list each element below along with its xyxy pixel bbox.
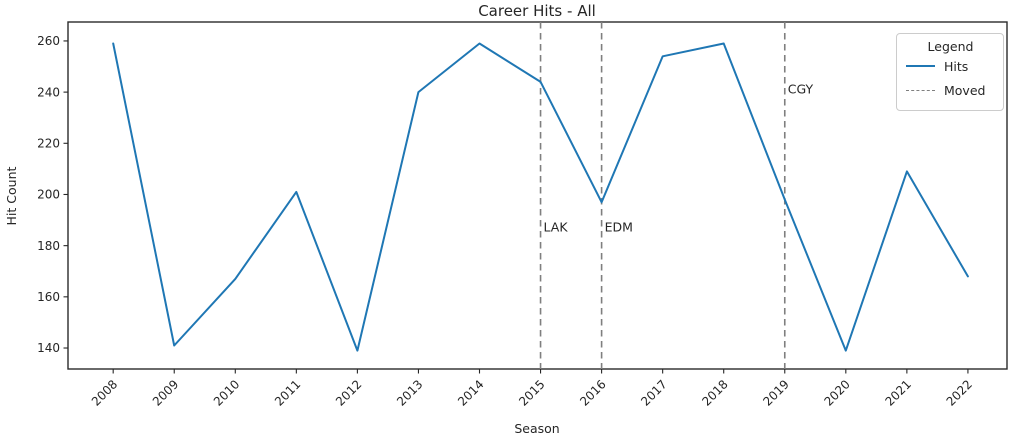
legend-entry-moved: Moved [906, 78, 995, 102]
x-tick-label-2009: 2009 [150, 377, 181, 408]
y-tick-label-260: 260 [37, 34, 60, 48]
plot-border [67, 21, 1008, 370]
x-tick-label-2015: 2015 [516, 377, 547, 408]
x-tick-label-2014: 2014 [455, 377, 486, 408]
legend-title: Legend [927, 39, 974, 54]
x-tick-label-2016: 2016 [577, 377, 608, 408]
x-tick-label-2021: 2021 [882, 377, 913, 408]
x-axis-label: Season [514, 421, 559, 436]
legend-entry-label: Hits [944, 58, 969, 74]
x-tick-label-2013: 2013 [394, 377, 425, 408]
y-tick-label-140: 140 [37, 341, 60, 355]
x-tick-label-2019: 2019 [760, 377, 791, 408]
legend-entries: Hits Moved [906, 54, 995, 102]
chart-title: Career Hits - All [478, 2, 596, 20]
x-tick-label-2012: 2012 [333, 377, 364, 408]
x-tick-label-2022: 2022 [944, 377, 975, 408]
legend: Legend Hits Moved [896, 33, 1004, 111]
x-tick-label-2010: 2010 [211, 377, 242, 408]
moved-annotation-lak: LAK [544, 220, 569, 235]
y-tick-label-220: 220 [37, 136, 60, 150]
x-tick-label-2011: 2011 [272, 377, 303, 408]
hits-line-sample-icon [906, 65, 935, 67]
y-tick-label-240: 240 [37, 85, 60, 99]
moved-annotation-edm: EDM [605, 220, 633, 235]
x-tick-label-2008: 2008 [89, 377, 120, 408]
x-tick-label-2020: 2020 [821, 377, 852, 408]
y-tick-label-160: 160 [37, 290, 60, 304]
x-tick-label-2018: 2018 [699, 377, 730, 408]
hits-line [112, 42, 969, 352]
moved-annotation-cgy: CGY [788, 82, 814, 97]
moved-line-sample-icon [906, 89, 935, 91]
legend-entry-label: Moved [944, 82, 986, 98]
y-tick-label-180: 180 [37, 239, 60, 253]
y-tick-label-200: 200 [37, 188, 60, 202]
legend-entry-hits: Hits [906, 54, 995, 78]
x-tick-label-2017: 2017 [638, 377, 669, 408]
y-axis-label: Hit Count [4, 166, 19, 225]
